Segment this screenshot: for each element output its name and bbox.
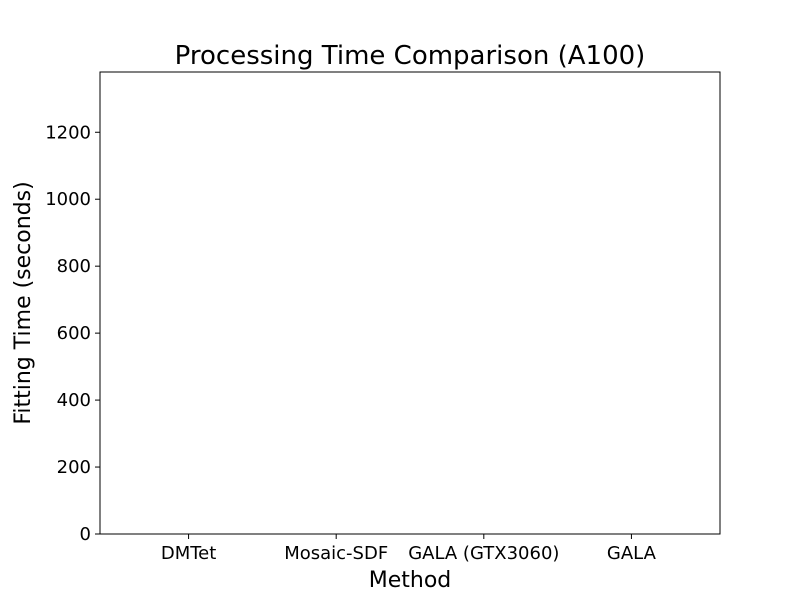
y-tick-label: 1200 bbox=[45, 122, 91, 143]
chart-title: Processing Time Comparison (A100) bbox=[175, 41, 646, 71]
plot-area: 0 200 400 600 800 1000 1200 DMTet Mosaic-SDF GALA… bbox=[45, 71, 721, 564]
plot-frame bbox=[99, 71, 721, 535]
y-tick-label: 600 bbox=[57, 323, 91, 344]
y-tick-label: 800 bbox=[57, 256, 91, 277]
x-tick-label: GALA bbox=[607, 543, 657, 564]
y-tick-label: 400 bbox=[57, 390, 91, 411]
y-tick-label: 0 bbox=[80, 524, 91, 545]
y-axis-label: Fitting Time (seconds) bbox=[11, 181, 36, 424]
y-tick-label: 1000 bbox=[45, 189, 91, 210]
y-tick-label: 200 bbox=[57, 457, 91, 478]
x-axis-label: Method bbox=[369, 568, 452, 593]
x-tick-label: GALA (GTX3060) bbox=[408, 543, 559, 564]
x-tick-label: Mosaic-SDF bbox=[284, 543, 388, 564]
x-tick-label: DMTet bbox=[161, 543, 216, 564]
